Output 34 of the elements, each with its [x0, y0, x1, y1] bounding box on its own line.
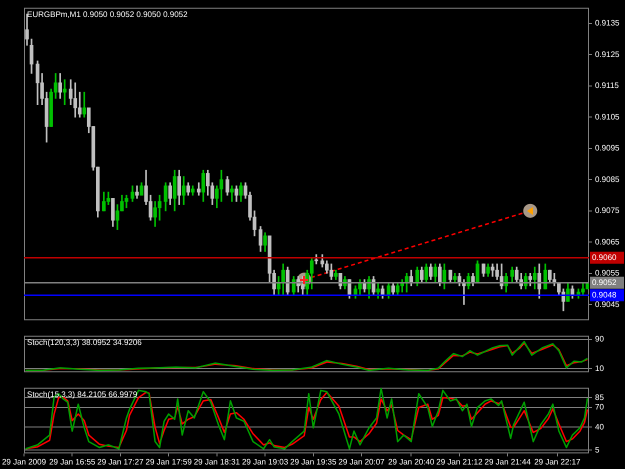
y-tick-label: 0.9085 — [595, 174, 620, 184]
y-tick-label: 0.9065 — [595, 237, 620, 246]
y-tick-label: 0.9125 — [595, 50, 620, 59]
chart-title: Stoch(15,3,3) 84.2105 66.9979 — [27, 390, 138, 400]
ref-line-label: 0.9060 — [592, 252, 618, 262]
y-tick-label: 40 — [595, 422, 604, 432]
x-tick-label: 29 Jan 2009 — [2, 457, 47, 466]
x-tick-label: 29 Jan 17:59 — [146, 457, 192, 466]
x-tick-label: 29 Jan 20:07 — [338, 457, 386, 466]
y-tick-label: 0.9095 — [595, 144, 620, 153]
ref-line-label: 0.9052 — [592, 278, 618, 287]
y-tick-label: 0.9075 — [595, 206, 620, 216]
x-tick-label: 29 Jan 17:27 — [97, 457, 144, 466]
x-tick-label: 29 Jan 18:31 — [194, 457, 241, 466]
y-tick-label: 10 — [595, 364, 604, 373]
y-tick-label: 85 — [595, 392, 604, 402]
y-tick-label: 0.9105 — [595, 112, 620, 122]
x-tick-label: 29 Jan 22:17 — [534, 457, 582, 466]
chart-title: EURGBPm,M1 0.9050 0.9052 0.9050 0.9052 — [27, 10, 188, 20]
y-tick-label: 90 — [595, 334, 604, 344]
x-tick-label: 29 Jan 21:12 — [436, 457, 484, 466]
y-tick-label: 0.9045 — [595, 300, 620, 309]
y-tick-label: 0.9055 — [595, 268, 620, 278]
y-tick-label: 0.9115 — [595, 81, 620, 90]
chart-title: Stoch(120,3,3) 38.0952 34.9206 — [27, 338, 142, 348]
y-tick-label: 5 — [595, 445, 600, 454]
x-tick-label: 29 Jan 19:35 — [290, 457, 337, 466]
x-tick-label: 29 Jan 19:03 — [242, 457, 289, 466]
y-tick-label: 70 — [595, 402, 604, 412]
x-tick-label: 29 Jan 20:40 — [388, 457, 435, 466]
x-tick-label: 29 Jan 16:55 — [49, 457, 96, 466]
x-tick-label: 29 Jan 21:44 — [484, 457, 532, 466]
y-tick-label: 0.9135 — [595, 18, 620, 28]
ref-line-label: 0.9048 — [592, 290, 618, 300]
